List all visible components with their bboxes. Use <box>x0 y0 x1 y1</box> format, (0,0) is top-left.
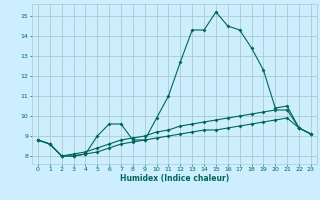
X-axis label: Humidex (Indice chaleur): Humidex (Indice chaleur) <box>120 174 229 183</box>
